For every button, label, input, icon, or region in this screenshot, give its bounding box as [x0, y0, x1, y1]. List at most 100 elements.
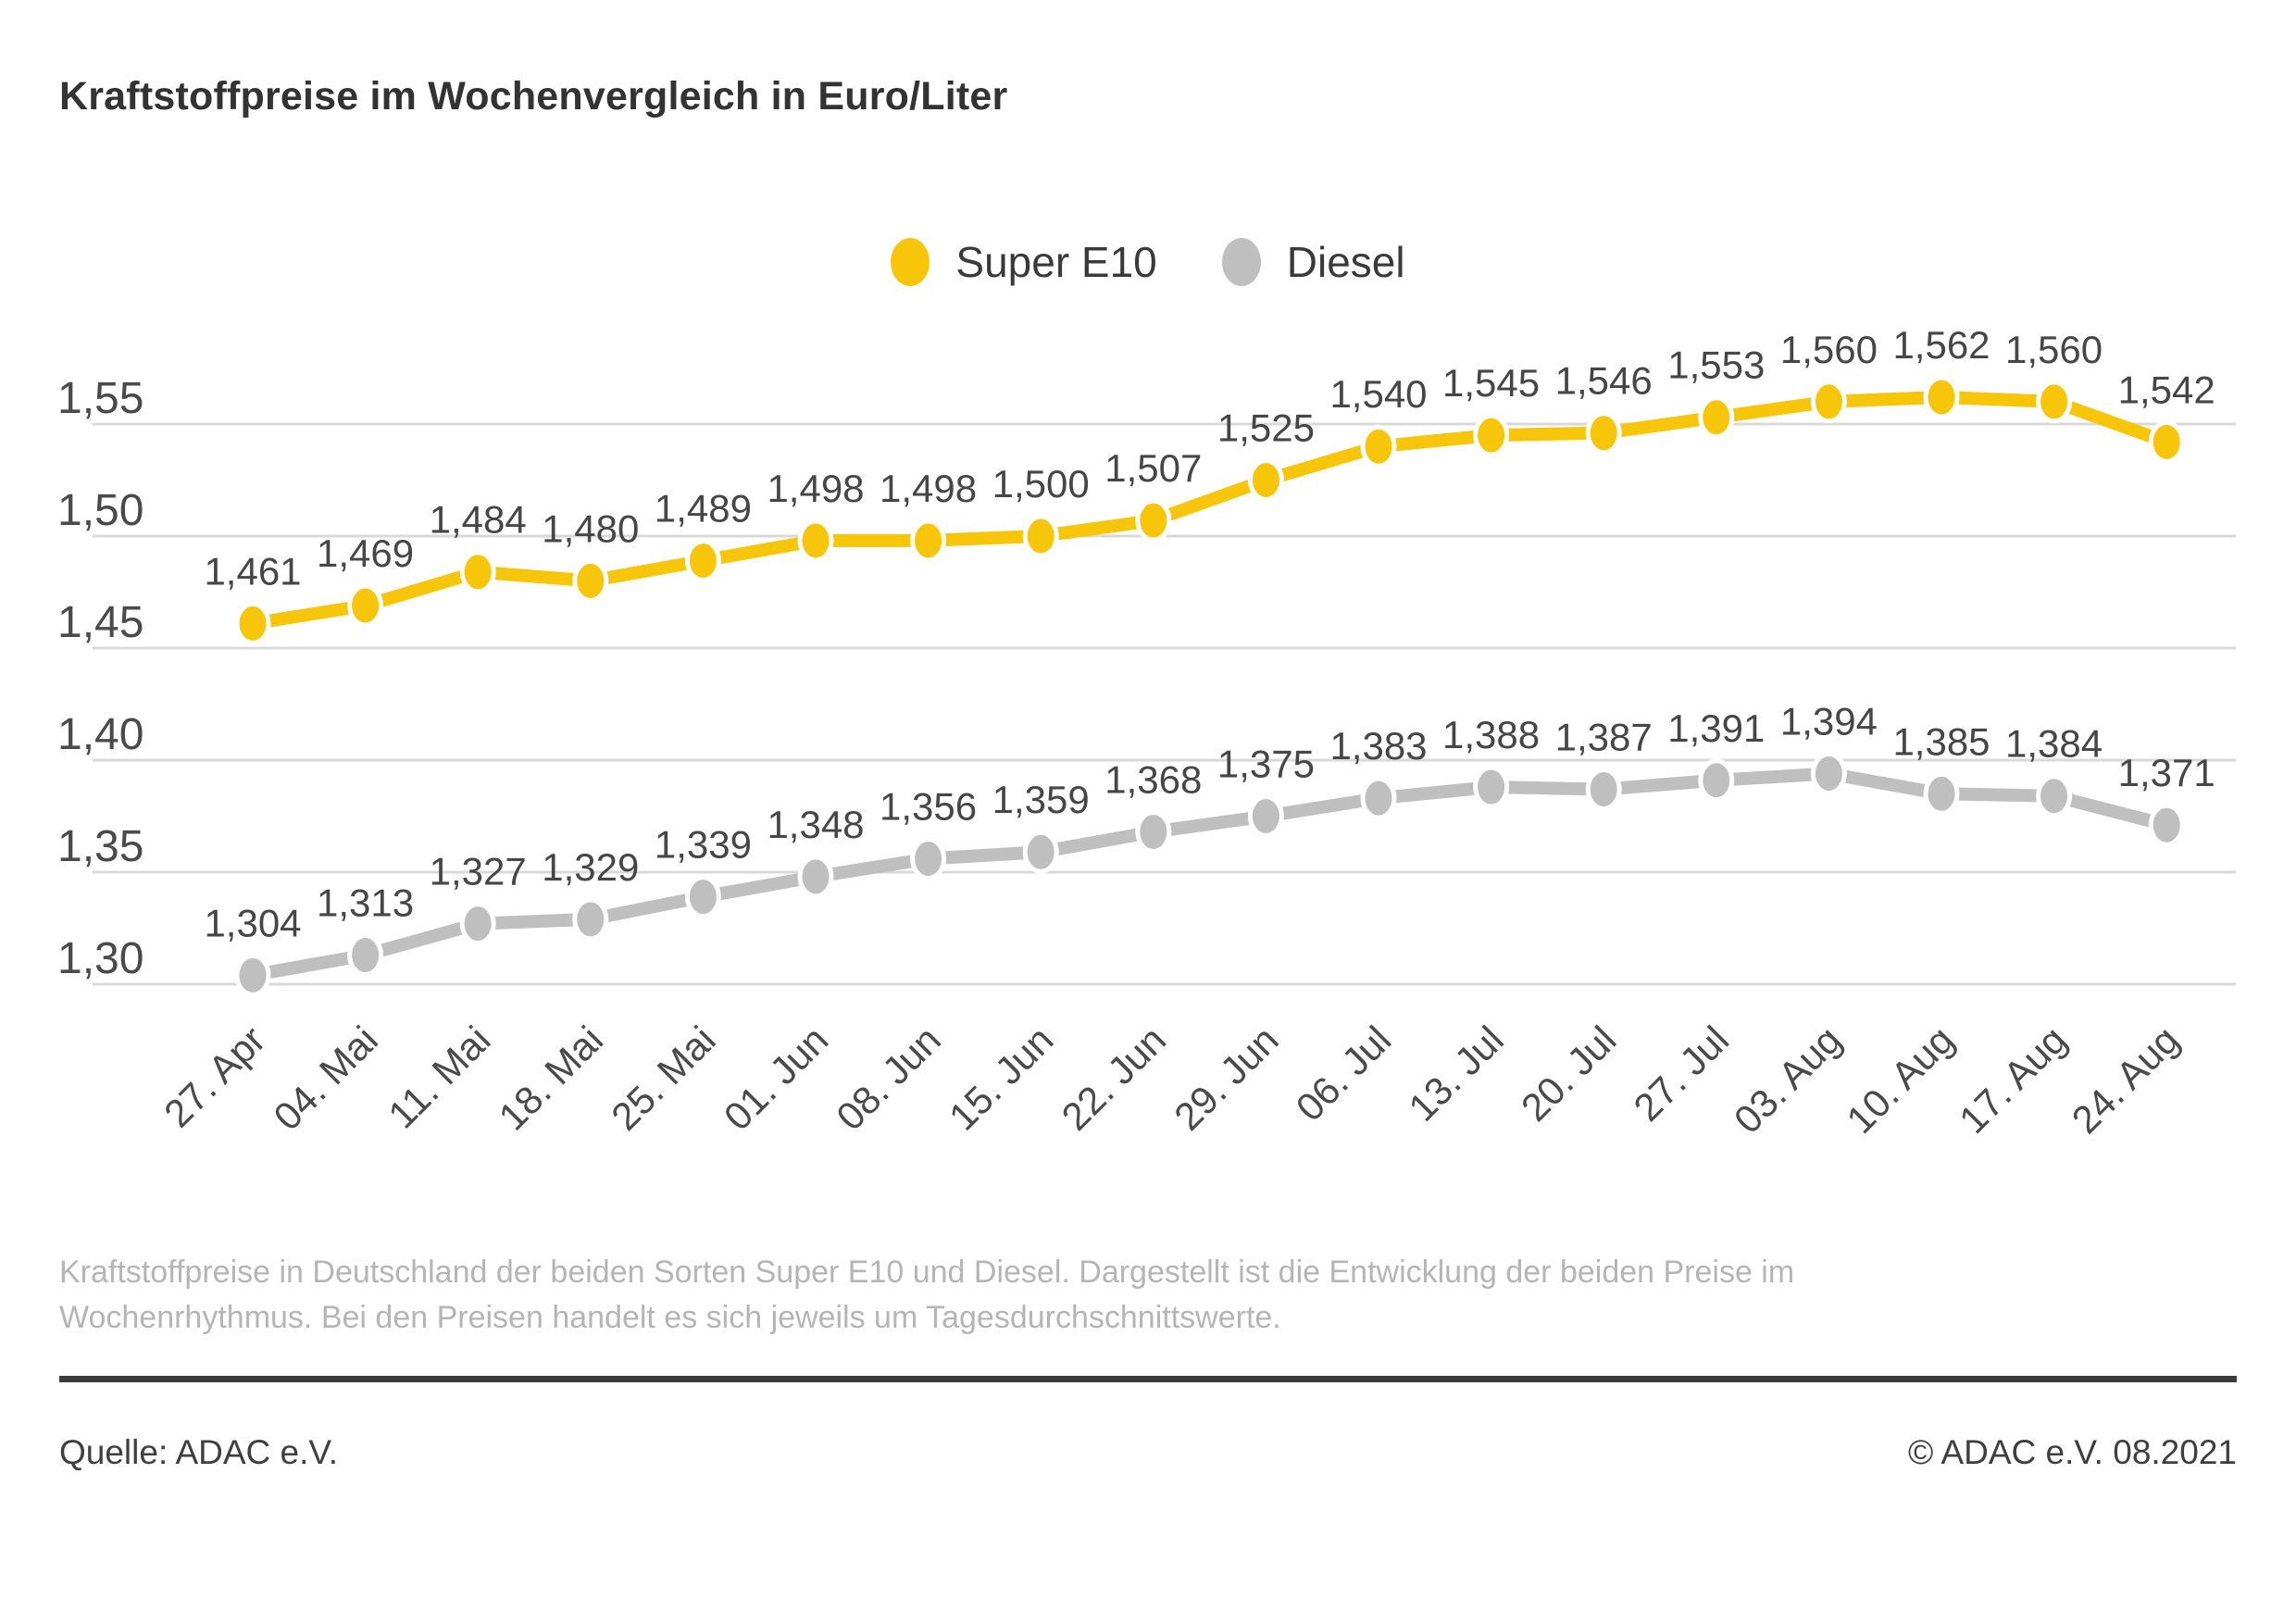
y-tick-label: 1,45 [57, 598, 144, 647]
x-tick-label: 04. Mai [265, 1018, 386, 1139]
data-point-label: 1,391 [1667, 706, 1765, 750]
data-point-label: 1,388 [1442, 713, 1540, 756]
data-point-label: 1,560 [1780, 328, 1878, 371]
series-line-diesel [251, 767, 2168, 982]
data-point-label: 1,498 [767, 467, 864, 510]
data-point [1473, 413, 1510, 457]
data-point [1585, 411, 1622, 456]
data-point-label: 1,507 [1104, 446, 1202, 490]
x-tick-label: 24. Aug [2064, 1018, 2188, 1142]
data-point-label: 1,339 [655, 823, 752, 867]
data-point [1360, 776, 1397, 820]
data-point [1135, 498, 1172, 543]
data-point [459, 550, 496, 594]
data-point [2148, 803, 2185, 847]
x-tick-label: 13. Jul [1400, 1018, 1512, 1130]
x-tick-label: 27. Apr [156, 1018, 273, 1135]
data-point-label: 1,384 [2005, 722, 2103, 766]
diesel-dot-icon [1221, 238, 1261, 286]
data-point [347, 583, 384, 628]
data-point [1247, 794, 1284, 838]
chart-description: Kraftstoffpreise in Deutschland der beid… [59, 1255, 1795, 1336]
data-point-label: 1,469 [317, 531, 414, 575]
x-tick-label: 29. Jun [1166, 1018, 1287, 1139]
data-point [910, 836, 947, 880]
x-tick-label: 15. Jun [941, 1018, 1062, 1139]
data-point [347, 933, 384, 978]
data-point-label: 1,542 [2118, 368, 2215, 411]
data-point-label: 1,383 [1329, 724, 1427, 768]
chart-legend: Super E10 Diesel [0, 237, 2296, 287]
data-point-label: 1,375 [1217, 743, 1315, 786]
page-title: Kraftstoffpreise im Wochenvergleich in E… [59, 74, 1008, 119]
data-point [797, 855, 834, 899]
data-point-label: 1,562 [1892, 323, 1990, 367]
data-point [572, 897, 609, 942]
y-tick-label: 1,35 [57, 822, 144, 871]
data-point [1923, 375, 1960, 419]
data-point [572, 558, 609, 603]
data-point-label: 1,368 [1104, 757, 1202, 801]
data-point [1360, 424, 1397, 468]
data-point [1810, 752, 1847, 796]
y-tick-label: 1,40 [57, 710, 144, 759]
x-tick-label: 03. Aug [1726, 1018, 1850, 1142]
x-tick-label: 11. Mai [380, 1018, 498, 1136]
data-point [459, 902, 496, 946]
data-point [910, 518, 947, 563]
data-point [1247, 458, 1284, 502]
divider-rule [59, 1376, 2237, 1382]
data-point-label: 1,387 [1555, 715, 1653, 758]
data-point [797, 518, 834, 563]
data-point-label: 1,356 [880, 784, 977, 828]
data-point-label: 1,371 [2118, 751, 2215, 794]
data-point-label: 1,545 [1442, 361, 1540, 405]
legend-item-diesel: Diesel [1221, 237, 1405, 287]
data-point-label: 1,461 [204, 549, 301, 593]
data-point-label: 1,498 [880, 467, 977, 510]
x-tick-label: 25. Mai [603, 1018, 724, 1139]
copyright-text: © ADAC e.V. 08.2021 [1907, 1433, 2237, 1471]
y-tick-label: 1,50 [57, 486, 144, 535]
data-point [2036, 774, 2073, 818]
data-point [1810, 380, 1847, 424]
data-point [1473, 765, 1510, 809]
data-point [1923, 771, 1960, 816]
data-point-label: 1,359 [992, 778, 1090, 821]
data-point-label: 1,394 [1780, 700, 1878, 743]
data-point-label: 1,313 [317, 881, 414, 925]
y-tick-label: 1,55 [57, 374, 144, 423]
data-point-label: 1,525 [1217, 406, 1315, 450]
x-tick-label: 10. Aug [1838, 1018, 1962, 1142]
data-point [234, 601, 271, 645]
data-point [1135, 809, 1172, 854]
data-point [1698, 395, 1735, 440]
legend-item-super-e10: Super E10 [891, 237, 1157, 287]
data-point-label: 1,304 [204, 901, 301, 944]
data-point-label: 1,385 [1892, 719, 1990, 763]
data-point-label: 1,489 [655, 487, 752, 531]
data-point [1022, 830, 1059, 874]
data-point-label: 1,348 [767, 803, 864, 846]
data-point [2148, 419, 2185, 464]
data-point [1698, 758, 1735, 803]
footer-row: Quelle: ADAC e.V. © ADAC e.V. 08.2021 [59, 1433, 2237, 1472]
x-tick-label: 06. Jul [1288, 1018, 1400, 1130]
y-tick-label: 1,30 [57, 934, 144, 983]
data-point-label: 1,560 [2005, 328, 2103, 371]
data-point-label: 1,329 [542, 845, 639, 889]
data-point-label: 1,327 [430, 850, 527, 893]
data-point-label: 1,484 [430, 498, 527, 542]
x-tick-label: 01. Jun [716, 1018, 837, 1139]
x-tick-label: 18. Mai [491, 1018, 612, 1139]
data-point-label: 1,500 [992, 462, 1090, 506]
data-point-label: 1,480 [542, 506, 639, 550]
data-point-label: 1,553 [1667, 343, 1765, 387]
data-point [234, 953, 271, 997]
data-point [2036, 380, 2073, 424]
x-tick-label: 27. Jul [1625, 1018, 1737, 1130]
legend-label-diesel: Diesel [1286, 238, 1405, 286]
x-tick-label: 22. Jun [1054, 1018, 1175, 1139]
